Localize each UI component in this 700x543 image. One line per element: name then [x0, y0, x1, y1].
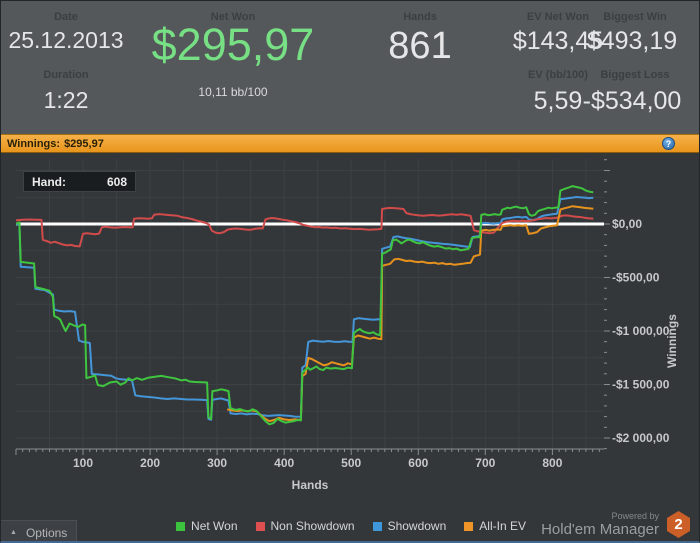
biggest-win-value: $493,19 [586, 27, 678, 55]
grid-lines [16, 159, 604, 449]
all-in-ev-swatch-icon [464, 521, 474, 531]
svg-text:-$1 000,00: -$1 000,00 [612, 324, 670, 338]
session-stats-header: Date 25.12.2013 Duration 1:22 Net Won $2… [1, 1, 699, 134]
svg-text:300: 300 [207, 456, 227, 470]
winnings-chart[interactable]: 100 200 300 400 500 600 700 800 $0,00 -$500,00 -$1… [1, 153, 700, 543]
options-button[interactable]: ▲ Options [1, 520, 77, 541]
hand-tooltip-value: 608 [106, 174, 127, 189]
brand-name-text: Hold'em Manager [541, 521, 659, 538]
svg-text:400: 400 [274, 456, 294, 470]
showdown-swatch-icon [372, 521, 382, 531]
net-won-label: Net Won [210, 11, 256, 23]
legend-label: Non Showdown [270, 519, 355, 533]
bb100-value: 10,11 bb/100 [198, 85, 268, 99]
biggest-win-label: Biggest Win [603, 11, 667, 23]
winnings-bar-label: Winnings: [7, 137, 61, 150]
ev-bb100-label: EV (bb/100) [528, 69, 588, 81]
svg-text:500: 500 [341, 456, 361, 470]
chevron-up-icon: ▲ [10, 529, 17, 536]
help-icon[interactable]: ? [662, 137, 675, 150]
non-showdown-swatch-icon [255, 521, 265, 531]
legend-label: All-In EV [479, 519, 526, 533]
hands-value: 861 [388, 25, 452, 67]
series-line-showdown[interactable] [16, 196, 594, 421]
date-value: 25.12.2013 [8, 27, 124, 53]
legend-item-net-won[interactable]: Net Won [176, 519, 238, 533]
hands-label: Hands [403, 11, 437, 23]
net-won-value: $295,97 [151, 19, 315, 70]
net-won-swatch-icon [176, 521, 186, 531]
svg-text:100: 100 [73, 456, 93, 470]
x-axis-title: Hands [291, 478, 329, 492]
legend-item-all-in-ev[interactable]: All-In EV [464, 519, 526, 533]
legend-label: Showdown [387, 519, 447, 533]
series-line-net-won[interactable] [16, 185, 594, 426]
powered-by-text: Powered by [611, 511, 659, 521]
brand-logo: Powered by Hold'em Manager 2 [541, 511, 691, 538]
legend-label: Net Won [191, 519, 238, 533]
hm2-badge-icon: 2 [667, 511, 690, 538]
hand-tooltip: Hand: 608 [23, 171, 136, 192]
svg-text:200: 200 [140, 456, 160, 470]
biggest-loss-value: -$534,00 [582, 87, 682, 115]
winnings-graph-panel: 100 200 300 400 500 600 700 800 $0,00 -$500,00 -$1… [1, 153, 700, 543]
svg-text:800: 800 [542, 456, 562, 470]
hand-tooltip-label: Hand: [32, 174, 66, 189]
svg-text:-$500,00: -$500,00 [612, 271, 660, 285]
svg-text:-$1 500,00: -$1 500,00 [612, 378, 670, 392]
chart-legend: Net Won Non Showdown Showdown All-In EV [91, 519, 611, 533]
legend-item-non-showdown[interactable]: Non Showdown [255, 519, 355, 533]
options-button-label: Options [25, 525, 68, 540]
series-line-non-showdown[interactable] [16, 206, 594, 248]
legend-item-showdown[interactable]: Showdown [372, 519, 447, 533]
svg-text:$0,00: $0,00 [612, 217, 642, 231]
ev-net-won-label: EV Net Won [526, 11, 590, 23]
y-axis-title: Winnings [665, 314, 679, 368]
ev-bb100-value: 5,59 [533, 87, 583, 115]
duration-label: Duration [43, 69, 89, 81]
svg-text:600: 600 [408, 456, 428, 470]
date-label: Date [54, 11, 78, 23]
svg-text:700: 700 [475, 456, 495, 470]
winnings-bar-value: $295,97 [64, 137, 104, 150]
tick-labels: 100 200 300 400 500 600 700 800 $0,00 -$500,00 -$1… [73, 217, 670, 470]
series-group [16, 185, 594, 426]
biggest-loss-label: Biggest Loss [600, 69, 670, 81]
axes [15, 159, 610, 455]
svg-text:-$2 000,00: -$2 000,00 [612, 431, 670, 445]
duration-value: 1:22 [43, 87, 89, 113]
winnings-title-bar: Winnings: $295,97 ? [1, 134, 699, 153]
ev-net-won-value: $143,45 [512, 27, 604, 55]
